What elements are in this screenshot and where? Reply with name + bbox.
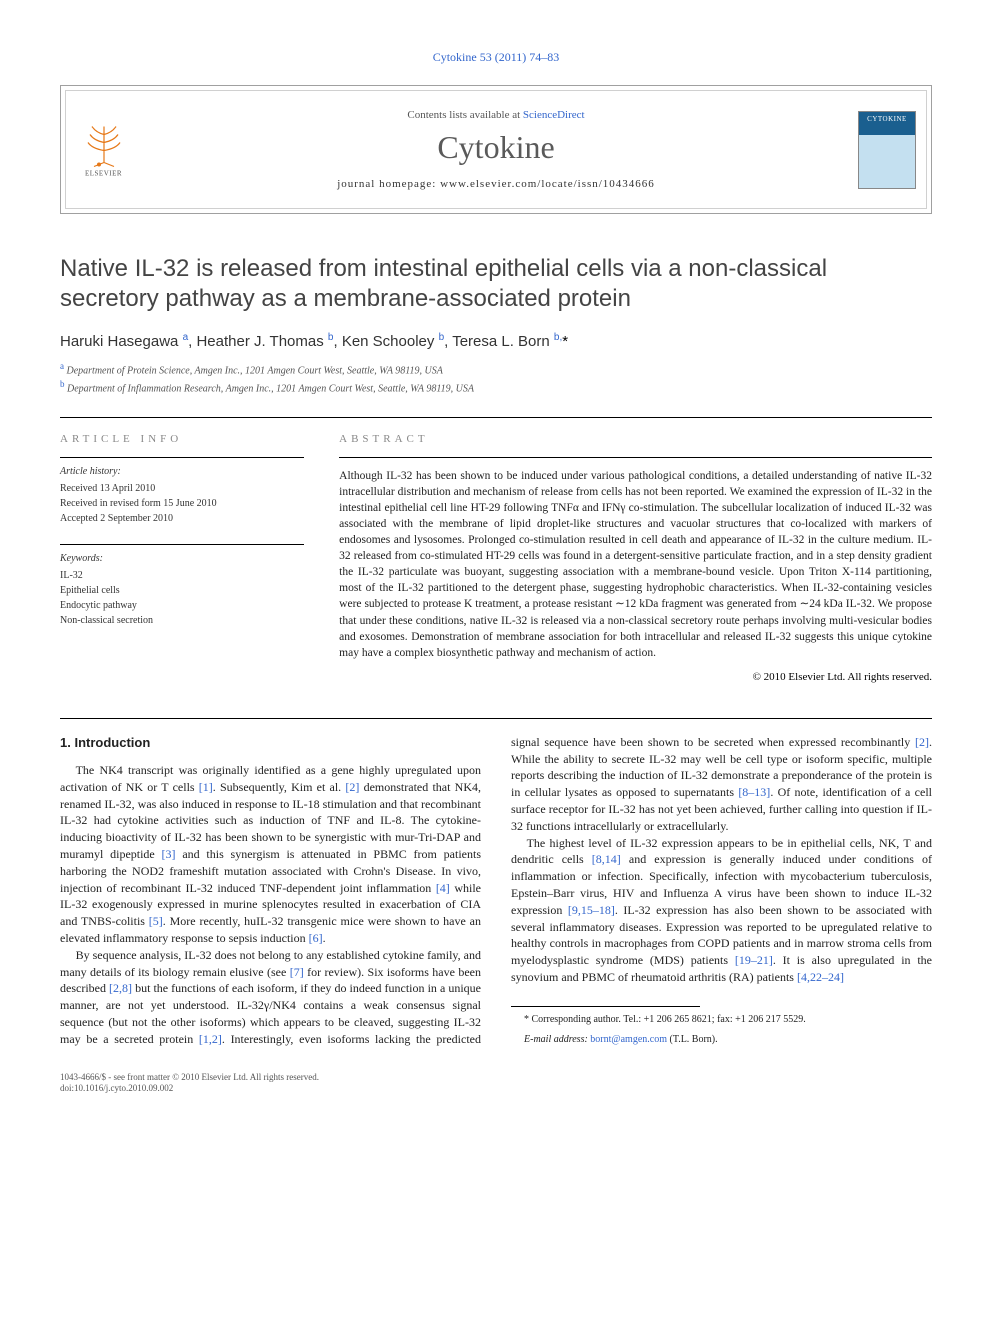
keyword: Endocytic pathway [60, 598, 304, 613]
aff-text: Department of Protein Science, Amgen Inc… [67, 365, 443, 376]
keyword: Non-classical secretion [60, 613, 304, 628]
divider [339, 457, 932, 458]
keywords-label: Keywords: [60, 551, 304, 566]
abstract-copyright: © 2010 Elsevier Ltd. All rights reserved… [339, 671, 932, 683]
publisher-name: ELSEVIER [85, 169, 122, 177]
contents-line: Contents lists available at ScienceDirec… [76, 109, 916, 121]
journal-header: ELSEVIER Contents lists available at Sci… [60, 85, 932, 214]
homepage-line: journal homepage: www.elsevier.com/locat… [76, 178, 916, 190]
email-person: (T.L. Born). [670, 1034, 718, 1045]
aff-text: Department of Inflammation Research, Amg… [67, 384, 474, 395]
journal-name: Cytokine [76, 129, 916, 166]
article-info-heading: article info [60, 433, 304, 445]
front-matter-line: 1043-4666/$ - see front matter © 2010 El… [60, 1072, 932, 1084]
keywords-block: Keywords: IL-32 Epithelial cells Endocyt… [60, 544, 304, 628]
email-footnote: E-mail address: bornt@amgen.com (T.L. Bo… [511, 1033, 932, 1047]
citation-line: Cytokine 53 (2011) 74–83 [60, 50, 932, 65]
sciencedirect-link[interactable]: ScienceDirect [523, 109, 585, 121]
authors-line: Haruki Hasegawa a, Heather J. Thomas b, … [60, 332, 932, 350]
divider [60, 417, 932, 418]
keyword: Epithelial cells [60, 583, 304, 598]
affiliations: a Department of Protein Science, Amgen I… [60, 360, 932, 397]
history-label: Article history: [60, 464, 304, 479]
divider [60, 457, 304, 458]
journal-cover-thumb: CYTOKINE [858, 111, 916, 189]
publisher-logo: ELSEVIER [76, 117, 131, 182]
body-paragraph: The NK4 transcript was originally identi… [60, 762, 481, 947]
email-address[interactable]: bornt@amgen.com [590, 1034, 667, 1045]
history-item: Accepted 2 September 2010 [60, 511, 304, 526]
section-heading-intro: 1. Introduction [60, 734, 481, 752]
abstract-text: Although IL-32 has been shown to be indu… [339, 468, 932, 661]
doi-line: doi:10.1016/j.cyto.2010.09.002 [60, 1083, 932, 1095]
contents-prefix: Contents lists available at [407, 109, 522, 121]
abstract-heading: abstract [339, 433, 932, 445]
keyword: IL-32 [60, 568, 304, 583]
corresponding-footnote: * Corresponding author. Tel.: +1 206 265… [511, 1013, 932, 1027]
body-columns: 1. Introduction The NK4 transcript was o… [60, 734, 932, 1048]
email-label: E-mail address: [524, 1034, 588, 1045]
elsevier-tree-icon [84, 122, 124, 167]
cover-label: CYTOKINE [859, 112, 915, 123]
body-paragraph: The highest level of IL-32 expression ap… [511, 835, 932, 986]
article-title: Native IL-32 is released from intestinal… [60, 254, 932, 314]
history-item: Received 13 April 2010 [60, 481, 304, 496]
aff-sup: a [60, 361, 64, 371]
homepage-prefix: journal homepage: [337, 178, 440, 190]
article-history: Article history: Received 13 April 2010 … [60, 464, 304, 526]
history-item: Received in revised form 15 June 2010 [60, 496, 304, 511]
affiliation: a Department of Protein Science, Amgen I… [60, 360, 932, 378]
bottom-meta: 1043-4666/$ - see front matter © 2010 El… [60, 1072, 932, 1095]
divider [60, 718, 932, 719]
homepage-url: www.elsevier.com/locate/issn/10434666 [440, 178, 655, 190]
affiliation: b Department of Inflammation Research, A… [60, 378, 932, 396]
footnote-separator [511, 1006, 700, 1007]
aff-sup: b [60, 379, 65, 389]
